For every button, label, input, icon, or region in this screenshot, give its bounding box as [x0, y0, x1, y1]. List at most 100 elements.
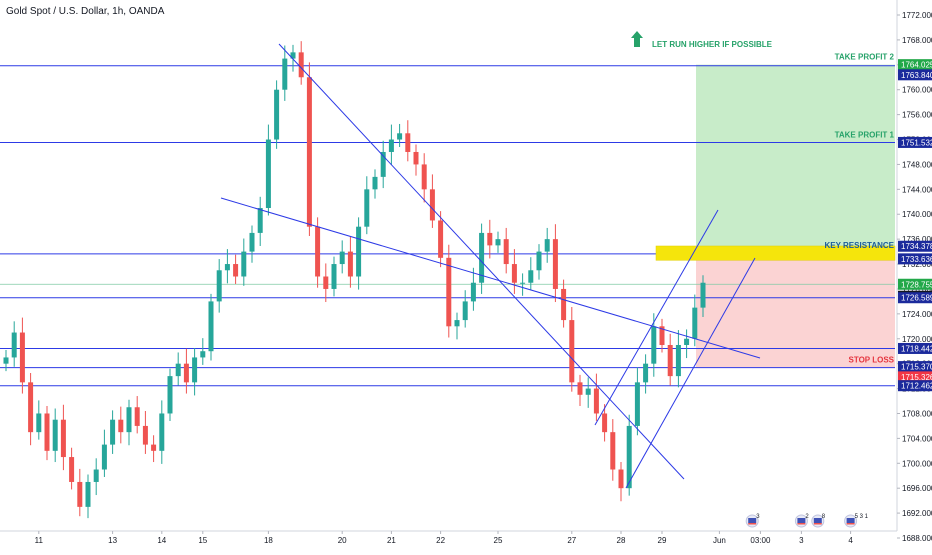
- event-count-label: 5 3 1: [855, 514, 869, 520]
- event-flag-stripe: [748, 518, 757, 523]
- candle-body: [142, 425, 148, 445]
- price-tag-label: 1718.442: [901, 344, 932, 353]
- candle-body: [60, 419, 66, 458]
- price-tag-label: 1715.326: [901, 373, 932, 382]
- candle-body: [585, 388, 591, 395]
- price-tag-background: [898, 292, 932, 304]
- candle-body: [388, 139, 394, 152]
- candle-body: [3, 357, 9, 364]
- event-flag-stripe-red: [748, 523, 757, 525]
- price-tag: 1718.442: [898, 342, 932, 354]
- candle-body: [19, 332, 25, 383]
- event-flag-icon[interactable]: 3: [745, 514, 760, 528]
- candle-body: [684, 338, 690, 345]
- candle-body: [651, 326, 657, 364]
- candle-body: [118, 419, 124, 433]
- price-tag-label: 1763.840: [901, 71, 932, 80]
- candle-body: [249, 232, 255, 252]
- let-run-higher-label: LET RUN HIGHER IF POSSIBLE: [652, 40, 773, 49]
- candle-body: [405, 133, 411, 152]
- price-tag-label: 1734.378: [901, 242, 932, 251]
- candle-body: [36, 413, 42, 433]
- price-tag-background: [898, 278, 932, 290]
- time-axis: 11 13 14 15 18 20 21 22 25 27 28 29 Jun 03:00 3 4: [0, 530, 897, 545]
- candle-body: [339, 251, 345, 265]
- candle-body: [101, 444, 107, 470]
- time-tick-label: 11: [35, 536, 44, 545]
- event-flag-icon[interactable]: 5 3 1: [844, 514, 869, 528]
- up-arrow-icon: [631, 31, 643, 47]
- candle-body: [224, 264, 230, 271]
- candle-body: [175, 363, 181, 377]
- candle-body: [380, 151, 386, 177]
- candle-body: [569, 320, 575, 383]
- price-tick-label: 1768.000: [902, 36, 932, 45]
- candle-body: [536, 251, 542, 271]
- price-tick-label: 1756.000: [902, 111, 932, 120]
- candle-body: [421, 164, 427, 190]
- time-tick-label: 27: [567, 536, 576, 545]
- price-tag-background: [898, 342, 932, 354]
- key-resistance-label: KEY RESISTANCE: [825, 241, 895, 250]
- event-markers: 3 2 8 5 3 1: [745, 514, 869, 528]
- candle-body: [356, 226, 362, 277]
- candle-body: [479, 232, 485, 283]
- event-flag-icon[interactable]: 8: [811, 514, 826, 528]
- candle-body: [511, 264, 517, 283]
- price-tick-label: 1724.000: [902, 310, 932, 319]
- candle-body: [364, 189, 370, 227]
- trend-line[interactable]: [220, 197, 761, 359]
- take-profit-zone: [696, 64, 895, 254]
- candle-body: [487, 232, 493, 246]
- price-tag-background: [898, 240, 932, 252]
- event-flag-stripe-red: [797, 523, 806, 525]
- candle-body: [167, 376, 173, 414]
- candle-body: [323, 276, 329, 289]
- candle-body: [659, 326, 665, 345]
- candle-body: [44, 413, 50, 451]
- candle-body: [69, 457, 75, 482]
- trend-line[interactable]: [278, 43, 685, 480]
- time-tick-label: Jun: [713, 536, 726, 545]
- time-tick-label: 25: [494, 536, 503, 545]
- time-tick-label: 18: [264, 536, 273, 545]
- candle-body: [151, 444, 157, 451]
- key-resistance-bar[interactable]: [655, 245, 896, 261]
- candle-body: [634, 382, 640, 426]
- candle-body: [290, 52, 296, 59]
- time-tick-label: 03:00: [750, 536, 771, 545]
- candle-body: [216, 270, 222, 302]
- trend-line[interactable]: [625, 257, 756, 489]
- candle-body: [454, 320, 460, 327]
- arrow-shape: [631, 31, 643, 47]
- time-tick-label: 29: [658, 536, 667, 545]
- candle-body: [233, 264, 239, 277]
- price-tag-label: 1728.755: [901, 280, 932, 289]
- candle-body: [134, 407, 140, 426]
- take-profit-2-label: TAKE PROFIT 2: [835, 53, 895, 62]
- event-flag-icon[interactable]: 2: [794, 514, 809, 528]
- event-flag-stripe: [813, 518, 822, 523]
- candle-body: [618, 469, 624, 489]
- price-tag-background: [898, 69, 932, 81]
- price-tick-label: 1772.000: [902, 11, 932, 20]
- time-tick-label: 20: [338, 536, 347, 545]
- candle-body: [347, 251, 353, 277]
- price-tag: 1751.532: [898, 136, 932, 148]
- position-zones: [696, 64, 895, 368]
- candle-body: [528, 270, 534, 283]
- candle-body: [413, 151, 419, 165]
- event-flag-stripe: [846, 518, 855, 523]
- candle-body: [52, 419, 58, 451]
- candle-body: [331, 264, 337, 289]
- price-tag-label: 1726.589: [901, 294, 932, 303]
- take-profit-1-label: TAKE PROFIT 1: [835, 130, 895, 139]
- price-tag-background: [898, 380, 932, 392]
- candle-body: [241, 251, 247, 277]
- stop-loss-label: STOP LOSS: [849, 356, 895, 365]
- candle-body: [626, 425, 632, 489]
- candle-body: [298, 52, 304, 78]
- trend-line[interactable]: [594, 209, 719, 426]
